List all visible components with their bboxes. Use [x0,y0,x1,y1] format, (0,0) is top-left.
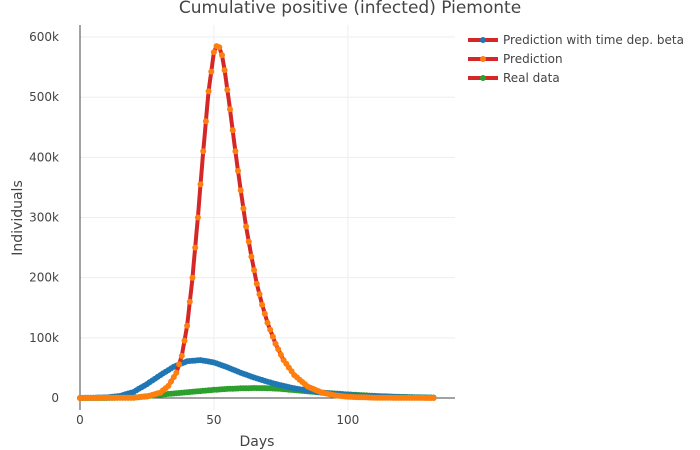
legend-item[interactable]: Prediction [468,52,563,66]
legend-marker [480,37,486,43]
x-tick-label: 0 [76,413,84,427]
y-tick-label: 300k [29,211,59,225]
plot-area [77,43,437,401]
data-point [245,238,252,245]
y-axis-title: Individuals [10,180,26,255]
data-point [184,322,191,329]
data-point [202,118,209,125]
data-point [219,52,225,59]
data-point [189,274,196,281]
data-point [248,253,255,260]
legend-item[interactable]: Real data [468,71,560,85]
data-point [237,187,244,194]
data-point [208,68,215,75]
data-point [267,326,274,333]
data-point [277,351,284,358]
data-point [243,223,250,230]
legend-label: Prediction with time dep. beta [503,33,684,47]
data-point [200,148,207,155]
data-point [264,319,271,326]
data-point [210,49,217,56]
data-point [216,44,223,51]
legend-item[interactable]: Prediction with time dep. beta [468,33,684,47]
data-point [229,127,236,134]
grid [80,25,455,410]
data-point [194,214,201,221]
legend-marker [480,56,486,62]
y-tick-label: 200k [29,271,59,285]
data-point [251,267,258,274]
data-point [192,244,199,251]
x-axis-title: Days [240,434,275,450]
data-point [227,106,233,113]
data-point [178,352,185,359]
data-point [272,340,279,347]
data-point [253,280,260,287]
y-tick-label: 100k [29,331,59,345]
tick-labels: 0 100k 200k 300k 400k 500k 600k 0 50 100 [29,30,359,427]
legend-label: Real data [503,71,560,85]
data-point [235,167,241,174]
data-point [232,148,239,155]
data-point [205,88,212,95]
data-point [221,67,228,74]
data-point [176,361,183,368]
x-tick-label: 50 [206,413,221,427]
data-point [181,337,188,344]
y-tick-label: 0 [51,391,59,405]
x-tick-label: 100 [336,413,359,427]
data-point [186,298,193,305]
series-prediction-with-time-dep-beta [77,357,437,401]
y-tick-label: 500k [29,90,59,104]
data-point [170,374,177,381]
data-point [430,395,437,401]
series-prediction [77,43,437,401]
data-point [275,346,282,353]
data-point [168,378,175,385]
legend: Prediction with time dep. beta Prediction… [468,33,684,85]
data-point [224,86,231,93]
legend-label: Prediction [503,52,563,66]
data-point [261,310,268,317]
y-tick-label: 600k [29,30,59,44]
y-tick-label: 400k [29,150,59,164]
data-point [165,382,172,389]
data-point [256,291,263,298]
data-point [269,333,276,340]
data-point [173,369,180,376]
data-point [259,301,266,308]
legend-marker [480,75,486,81]
data-point [240,205,247,212]
data-point [197,181,204,188]
series-line [80,43,434,400]
chart-title: Cumulative positive (infected) Piemonte [179,0,521,18]
